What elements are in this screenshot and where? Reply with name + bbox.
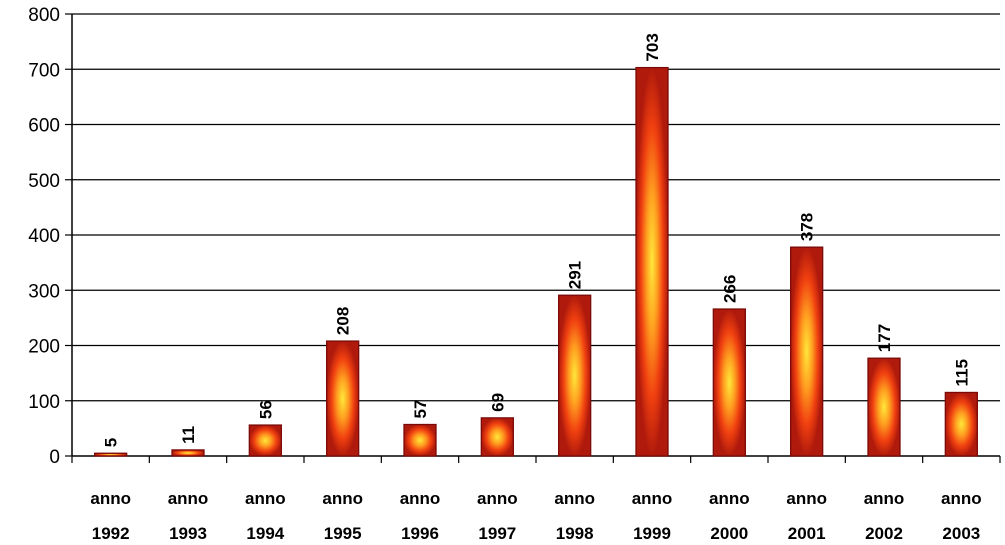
x-tick-label: 2003 (942, 524, 980, 543)
x-tick-label: 2001 (788, 524, 826, 543)
x-tick-label: anno (941, 489, 982, 508)
x-tick-label: anno (709, 489, 750, 508)
data-label: 703 (643, 33, 662, 61)
bar-1999 (635, 66, 669, 457)
bar-1994 (248, 424, 282, 457)
y-tick-label: 400 (28, 226, 60, 247)
x-tick-label: anno (90, 489, 131, 508)
y-tick-labels: 0 100 200 300 400 500 600 700 800 (28, 5, 60, 468)
bar-1992 (94, 452, 128, 457)
y-tick-label: 100 (28, 392, 60, 413)
data-label: 115 (952, 359, 971, 386)
y-tick-label: 0 (49, 447, 60, 468)
bar-1993 (171, 449, 205, 457)
x-tick-label: 1999 (633, 524, 671, 543)
x-tick-label: anno (322, 489, 363, 508)
data-label: 177 (875, 324, 894, 352)
axes (65, 13, 1001, 463)
bar-2001 (790, 246, 824, 457)
x-tick-label: anno (864, 489, 905, 508)
x-tick-label: anno (477, 489, 518, 508)
x-tick-label: 1996 (401, 524, 439, 543)
x-tick-label: 1997 (478, 524, 516, 543)
data-label: 56 (256, 400, 275, 419)
y-tick-label: 600 (28, 116, 60, 137)
bar-1998 (558, 294, 592, 457)
x-tick-label: anno (168, 489, 209, 508)
bar-1995 (326, 340, 360, 457)
bar-2003 (944, 391, 978, 457)
data-label: 378 (798, 213, 817, 241)
x-tick-label: 2000 (710, 524, 748, 543)
x-tick-label: 1994 (246, 524, 284, 543)
y-tick-label: 500 (28, 171, 60, 192)
data-label: 5 (102, 438, 121, 447)
y-tick-label: 800 (28, 5, 60, 26)
data-label: 69 (488, 393, 507, 412)
y-tick-label: 300 (28, 281, 60, 302)
x-tick-label: 1992 (92, 524, 130, 543)
bars (94, 66, 978, 457)
x-tick-label: 1993 (169, 524, 207, 543)
x-tick-label: anno (245, 489, 286, 508)
bar-2002 (867, 357, 901, 457)
x-tick-label: 2002 (865, 524, 903, 543)
x-tick-label: anno (400, 489, 441, 508)
data-label: 266 (720, 275, 739, 303)
y-tick-label: 200 (28, 337, 60, 358)
data-label: 57 (411, 400, 430, 419)
bar-2000 (712, 308, 746, 457)
x-tick-labels: anno 1992 anno 1993 anno 1994 anno 1995 anno 1996… (90, 489, 981, 543)
data-label: 291 (566, 261, 585, 289)
data-label: 11 (179, 426, 198, 444)
bar-1997 (480, 417, 514, 457)
x-tick-label: anno (554, 489, 595, 508)
x-tick-label: 1995 (324, 524, 362, 543)
gridlines (72, 13, 1000, 402)
x-tick-label: anno (786, 489, 827, 508)
data-label: 208 (334, 307, 353, 335)
data-labels: 5 11 56 208 57 69 291 703 266 378 177 115 (102, 33, 972, 447)
bar-1996 (403, 423, 437, 457)
x-tick-label: 1998 (556, 524, 594, 543)
x-tick-label: anno (632, 489, 673, 508)
y-tick-label: 700 (28, 60, 60, 81)
